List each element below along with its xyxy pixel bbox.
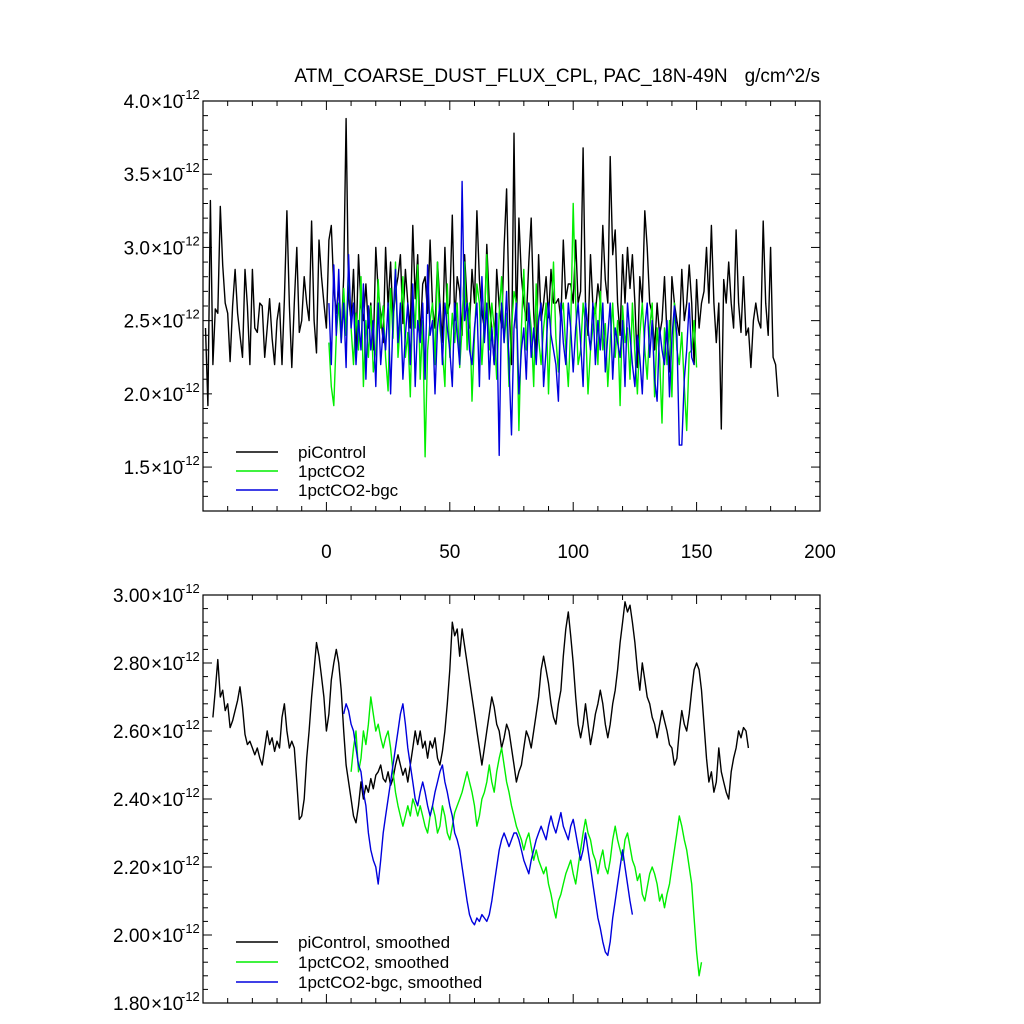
- y-tick-exponent: -12: [181, 380, 200, 395]
- bottom-series-group: [212, 601, 750, 977]
- x-tick-label: 150: [681, 542, 713, 563]
- chart-title: ATM_COARSE_DUST_FLUX_CPL, PAC_18N-49N: [294, 66, 727, 87]
- bottom-plot-frame: [202, 594, 821, 1004]
- legend-label: 1pctCO2-bgc: [298, 481, 399, 500]
- legend-label: piControl: [298, 443, 366, 462]
- y-tick-times: ×10: [151, 458, 183, 479]
- y-tick-exponent: -12: [181, 87, 200, 102]
- x-tick-label: 0: [321, 542, 332, 563]
- y-tick-times: ×10: [151, 586, 183, 607]
- legend-label: 1pctCO2: [298, 462, 365, 481]
- x-tick-label: 200: [804, 542, 836, 563]
- y-tick-times: ×10: [151, 165, 183, 186]
- y-tick-exponent: -12: [181, 307, 200, 322]
- x-tick-label: 50: [439, 542, 460, 563]
- top-series-group: [204, 117, 779, 458]
- y-tick-times: ×10: [151, 312, 183, 333]
- y-tick-exponent: -12: [181, 233, 200, 248]
- y-tick-label: 2.40: [113, 790, 150, 811]
- y-tick-label: 2.60: [113, 722, 150, 743]
- legend-label: 1pctCO2-bgc, smoothed: [298, 973, 482, 992]
- bottom-axes: 3.00 ×10-122.80 ×10-122.60 ×10-122.40 ×10-12…: [113, 581, 821, 1015]
- y-tick-label: 2.20: [113, 858, 150, 879]
- y-tick-exponent: -12: [181, 717, 200, 732]
- y-tick-times: ×10: [151, 994, 183, 1015]
- y-tick-label: 2.5: [124, 312, 150, 333]
- y-tick-label: 2.0: [124, 385, 150, 406]
- top-axes: 4.0 ×10-123.5 ×10-123.0 ×10-122.5 ×10-122.0 ×…: [124, 87, 836, 563]
- units-label: g/cm^2/s: [745, 66, 820, 87]
- series-line-1-0: [212, 601, 750, 824]
- y-tick-label: 1.80: [113, 994, 150, 1015]
- y-tick-exponent: -12: [181, 581, 200, 596]
- y-tick-label: 2.00: [113, 926, 150, 947]
- y-tick-exponent: -12: [181, 160, 200, 175]
- series-line-1-2: [343, 703, 634, 957]
- series-line-0-2: [328, 180, 695, 457]
- y-tick-label: 3.0: [124, 238, 150, 259]
- series-line-0-0: [204, 117, 779, 430]
- y-tick-times: ×10: [151, 385, 183, 406]
- legend-label: 1pctCO2, smoothed: [298, 953, 449, 972]
- x-tick-label: 100: [557, 542, 589, 563]
- y-tick-label: 3.00: [113, 586, 150, 607]
- y-tick-exponent: -12: [181, 989, 200, 1004]
- series-line-1-1: [350, 696, 703, 977]
- series-line-0-1: [328, 202, 698, 458]
- y-tick-times: ×10: [151, 722, 183, 743]
- y-tick-label: 2.80: [113, 654, 150, 675]
- y-tick-label: 1.5: [124, 458, 150, 479]
- y-tick-label: 4.0: [124, 92, 150, 113]
- y-tick-times: ×10: [151, 926, 183, 947]
- y-tick-times: ×10: [151, 790, 183, 811]
- legend-label: piControl, smoothed: [298, 933, 450, 952]
- y-tick-exponent: -12: [181, 453, 200, 468]
- y-tick-times: ×10: [151, 92, 183, 113]
- y-tick-times: ×10: [151, 858, 183, 879]
- y-tick-exponent: -12: [181, 921, 200, 936]
- y-tick-exponent: -12: [181, 649, 200, 664]
- top-panel: ATM_COARSE_DUST_FLUX_CPL, PAC_18N-49N g/…: [124, 66, 836, 563]
- y-tick-times: ×10: [151, 238, 183, 259]
- y-tick-label: 3.5: [124, 165, 150, 186]
- bottom-panel: 3.00 ×10-122.80 ×10-122.60 ×10-122.40 ×10-12…: [113, 581, 821, 1015]
- y-tick-times: ×10: [151, 654, 183, 675]
- y-tick-exponent: -12: [181, 785, 200, 800]
- y-tick-exponent: -12: [181, 853, 200, 868]
